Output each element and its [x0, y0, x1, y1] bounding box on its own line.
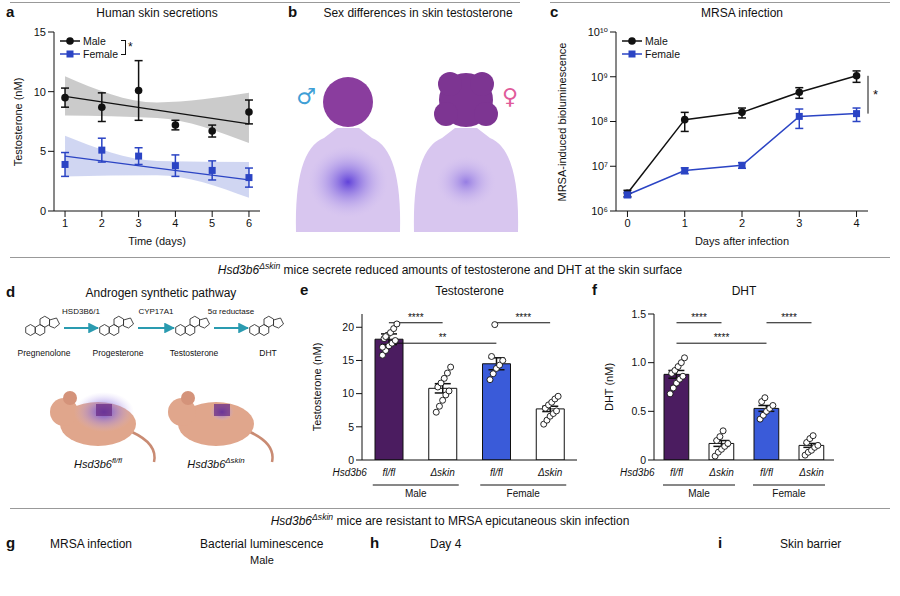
- svg-text:20: 20: [342, 321, 354, 333]
- svg-text:DHT: DHT: [259, 348, 276, 358]
- html-text:Testosterone: Testosterone: [435, 284, 504, 298]
- svg-text:10⁸: 10⁸: [591, 115, 608, 127]
- html-text:MRSA-induced bioluminescence: MRSA-induced bioluminescence: [555, 42, 568, 201]
- svg-text:****: ****: [781, 312, 797, 323]
- svg-text:10⁷: 10⁷: [592, 160, 608, 172]
- svg-text:1: 1: [62, 217, 68, 229]
- html-text:DHT: DHT: [731, 284, 757, 298]
- svg-text:5: 5: [348, 421, 354, 433]
- svg-text:fl/fl: fl/fl: [382, 467, 396, 478]
- svg-text:CYP17A1: CYP17A1: [138, 307, 174, 316]
- svg-text:5: 5: [40, 145, 46, 157]
- svg-text:15: 15: [342, 354, 354, 366]
- svg-text:0: 0: [624, 217, 630, 229]
- html-text:e: e: [300, 281, 309, 298]
- svg-text:Δskin: Δskin: [798, 467, 824, 478]
- svg-text:fl/fl: fl/fl: [670, 467, 684, 478]
- svg-text:Δskin: Δskin: [537, 467, 563, 478]
- html-text:Hsd3b6fl/fl: Hsd3b6fl/fl: [74, 456, 122, 470]
- svg-text:Hsd3b6: Hsd3b6: [620, 467, 655, 478]
- html-text:Human skin secretions: Human skin secretions: [96, 6, 218, 20]
- svg-text:5: 5: [209, 217, 215, 229]
- svg-text:Testosterone (nM): Testosterone (nM): [311, 343, 323, 432]
- html-text:a: a: [6, 3, 15, 20]
- svg-text:1: 1: [682, 217, 688, 229]
- svg-text:♂: ♂: [296, 84, 316, 109]
- svg-text:fl/fl: fl/fl: [490, 467, 504, 478]
- svg-text:5α reductase: 5α reductase: [208, 307, 255, 316]
- svg-text:0: 0: [348, 454, 354, 466]
- html-text:Female: Female: [645, 47, 680, 60]
- svg-text:****: ****: [408, 312, 424, 323]
- html-text:Bacterial luminescence: Bacterial luminescence: [200, 537, 324, 551]
- svg-text:0: 0: [640, 454, 646, 466]
- html-text:Testosterone (nM): Testosterone (nM): [11, 77, 24, 166]
- svg-text:fl/fl: fl/fl: [760, 467, 774, 478]
- html-text:c: c: [550, 3, 559, 20]
- svg-text:0: 0: [40, 205, 46, 217]
- svg-text:Δskin: Δskin: [429, 467, 455, 478]
- svg-text:10⁹: 10⁹: [591, 71, 608, 83]
- html-text:i: i: [718, 534, 723, 551]
- svg-text:Female: Female: [507, 488, 541, 499]
- svg-text:Testosterone: Testosterone: [170, 348, 219, 358]
- svg-text:2: 2: [99, 217, 105, 229]
- svg-text:Progesterone: Progesterone: [92, 348, 143, 358]
- svg-text:1.0: 1.0: [631, 356, 646, 368]
- svg-text:3: 3: [796, 217, 802, 229]
- svg-text:*: *: [873, 87, 878, 102]
- html-text:d: d: [6, 283, 16, 300]
- html-text:Sex differences in skin testos: Sex differences in skin testosterone: [323, 6, 513, 20]
- html-text:MRSA infection: MRSA infection: [701, 6, 783, 20]
- svg-text:1.5: 1.5: [631, 308, 646, 320]
- svg-text:****: ****: [714, 332, 730, 343]
- svg-text:0.5: 0.5: [631, 405, 646, 417]
- svg-text:Pregnenolone: Pregnenolone: [18, 348, 71, 358]
- svg-text:4: 4: [853, 217, 859, 229]
- html-text:Male: Male: [645, 34, 668, 47]
- svg-text:Δskin: Δskin: [708, 467, 734, 478]
- html-text:MRSA infection: MRSA infection: [50, 537, 132, 551]
- html-text:g: g: [6, 534, 16, 551]
- svg-text:****: ****: [515, 312, 531, 323]
- svg-text:♀: ♀: [502, 84, 518, 109]
- svg-text:15: 15: [34, 26, 46, 38]
- html-text:Androgen synthetic pathway: Androgen synthetic pathway: [85, 286, 237, 300]
- html-text:Hsd3b6Δskin: Hsd3b6Δskin: [187, 456, 245, 470]
- svg-text:10⁶: 10⁶: [591, 205, 608, 217]
- svg-text:6: 6: [246, 217, 252, 229]
- svg-text:3: 3: [136, 217, 142, 229]
- html-text:f: f: [592, 281, 597, 298]
- svg-text:Days after infection: Days after infection: [695, 235, 789, 247]
- svg-text:4: 4: [172, 217, 178, 229]
- svg-text:10: 10: [34, 86, 46, 98]
- svg-text:Female: Female: [772, 488, 806, 499]
- html-text:Male: Male: [250, 554, 274, 566]
- svg-text:10¹⁰: 10¹⁰: [588, 26, 609, 38]
- html-text:Female: Female: [83, 47, 118, 60]
- svg-text:Hsd3b6: Hsd3b6: [332, 467, 367, 478]
- svg-text:HSD3B6/1: HSD3B6/1: [62, 307, 100, 316]
- svg-text:Male: Male: [688, 488, 710, 499]
- svg-text:Male: Male: [405, 488, 427, 499]
- html-text:Male: Male: [83, 34, 106, 47]
- html-text:Hsd3b6Δskin mice are resistant: Hsd3b6Δskin mice are resistant to MRSA e…: [270, 512, 630, 528]
- html-text:Day 4: Day 4: [430, 537, 462, 551]
- svg-text:Time (days): Time (days): [128, 235, 186, 247]
- svg-text:DHT (nM): DHT (nM): [603, 363, 615, 411]
- html-text:Hsd3b6Δskin mice secrete reduc: Hsd3b6Δskin mice secrete reduced amounts…: [217, 261, 683, 277]
- svg-text:****: ****: [691, 312, 707, 323]
- html-text:b: b: [288, 3, 298, 20]
- svg-text:2: 2: [739, 217, 745, 229]
- svg-text:10: 10: [342, 387, 354, 399]
- svg-text:**: **: [439, 332, 447, 343]
- html-text:Skin barrier: Skin barrier: [780, 537, 842, 551]
- html-text:h: h: [370, 534, 380, 551]
